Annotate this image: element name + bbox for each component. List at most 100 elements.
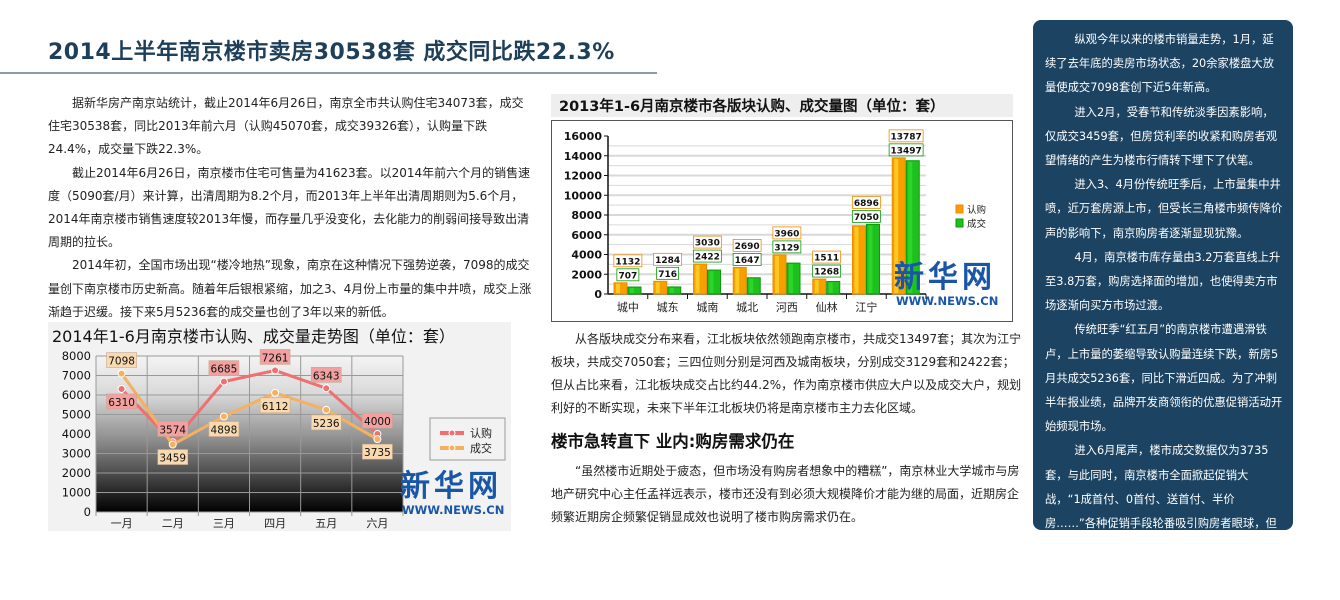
y-tick-label: 14000 xyxy=(564,150,603,163)
data-label: 3574 xyxy=(159,424,186,436)
data-point xyxy=(117,369,126,378)
y-tick-label: 6000 xyxy=(62,388,91,402)
paragraph: 4月，南京楼市库存量由3.2万套直线上升至3.8万套，购房选择面的增加，也使得卖… xyxy=(1045,250,1281,313)
x-tick-label: 城东 xyxy=(657,301,679,314)
bar xyxy=(627,286,642,295)
xinhua-logo: 新华网 xyxy=(400,469,502,504)
bar-highlight xyxy=(814,280,819,293)
data-label: 7261 xyxy=(262,352,289,364)
bar xyxy=(786,262,801,295)
data-label: 6685 xyxy=(211,364,238,376)
data-label-box xyxy=(772,226,802,240)
bar-highlight xyxy=(630,288,634,293)
data-label-box xyxy=(310,367,342,383)
x-tick-label: 二月 xyxy=(162,517,184,530)
data-label: 1132 xyxy=(615,257,640,267)
y-tick-label: 5000 xyxy=(62,408,91,422)
bar xyxy=(746,277,761,295)
data-label: 3960 xyxy=(774,229,799,239)
data-label-box xyxy=(812,250,842,264)
bar-highlight xyxy=(789,264,793,293)
data-point xyxy=(373,435,382,444)
data-label-box xyxy=(208,421,240,437)
paragraph: 截止2014年6月26日，南京楼市住宅可售量为41623套。以2014年前六个月… xyxy=(48,165,531,250)
bar-highlight xyxy=(828,282,833,293)
bar xyxy=(812,278,827,295)
data-label-box xyxy=(106,393,137,410)
line-chart-svg: 2014年1-6月南京楼市认购、成交量走势图（单位：套） 0 1000 2000 30… xyxy=(52,327,506,530)
data-label: 6112 xyxy=(262,401,289,413)
paragraph: 进入3、4月份传统旺季后，上市量集中井喷，近万套房源上市，但受长三角楼市频传降价… xyxy=(1045,178,1283,240)
paragraph: 2014年初，全国市场出现“楼冷地热”现象，南京在这种情况下强势逆袭，7098的… xyxy=(48,258,532,319)
legend-marker xyxy=(448,429,456,437)
title-divider xyxy=(0,72,657,74)
data-label-box xyxy=(157,421,189,437)
section-heading: 楼市急转直下 业内:购房需求仍在 xyxy=(551,432,795,451)
data-label-box xyxy=(259,349,291,365)
data-label: 707 xyxy=(618,271,637,281)
data-label-box xyxy=(656,266,680,280)
bar xyxy=(852,225,866,295)
chart-title: 2013年1-6月南京楼市各版块认购、成交量图（单位：套） xyxy=(559,97,945,115)
data-label-box xyxy=(732,253,762,266)
y-tick-label: 4000 xyxy=(571,249,602,262)
xinhua-logo: 新华网 xyxy=(894,260,996,295)
chart-title: 2014年1-6月南京楼市认购、成交量走势图（单位：套） xyxy=(52,327,455,346)
x-tick-label: 一月 xyxy=(111,517,133,530)
y-tick-label: 2000 xyxy=(62,466,91,480)
x-tick-label: 仙林 xyxy=(816,300,838,314)
data-label-box xyxy=(259,397,291,414)
x-tick-label: 城南 xyxy=(696,301,718,314)
data-label-box xyxy=(616,268,640,282)
data-label-box xyxy=(208,360,240,376)
bar-highlight xyxy=(669,287,674,293)
data-point xyxy=(219,412,228,421)
data-label-box xyxy=(106,352,137,368)
bar xyxy=(653,280,668,295)
data-label-box xyxy=(157,449,189,465)
data-label: 6343 xyxy=(313,370,340,382)
data-label: 13787 xyxy=(890,132,921,142)
expert-quote-text: “虽然楼市近期处于疲态，但市场没有购房者想象中的糟糕”，南京林业大学城市与房地产… xyxy=(551,464,1020,524)
data-label: 5236 xyxy=(313,418,340,430)
data-label: 7050 xyxy=(854,213,879,223)
data-point xyxy=(168,440,177,449)
xinhua-url: WWW.NEWS.CN xyxy=(896,294,998,308)
legend-label: 成交 xyxy=(967,218,987,230)
bar-highlight xyxy=(695,265,700,293)
x-tick-label: 城北 xyxy=(736,301,758,314)
y-tick-label: 0 xyxy=(594,288,602,301)
data-label-box xyxy=(692,249,722,263)
bar xyxy=(826,280,841,295)
data-label-box xyxy=(888,129,924,143)
bar xyxy=(732,266,747,295)
y-tick-label: 8000 xyxy=(62,349,91,363)
data-label: 6896 xyxy=(854,199,879,209)
data-label: 13497 xyxy=(890,146,921,156)
data-label-box xyxy=(888,143,924,157)
data-point xyxy=(219,377,228,386)
bar-highlight xyxy=(735,268,740,293)
legend-label: 成交 xyxy=(470,441,492,455)
data-label: 2690 xyxy=(735,242,760,252)
y-tick-label: 6000 xyxy=(571,229,602,242)
data-label: 3129 xyxy=(774,243,799,253)
data-point xyxy=(117,384,126,393)
data-label-box xyxy=(732,239,762,252)
legend-swatch xyxy=(955,204,964,214)
data-point xyxy=(322,384,331,393)
district-bar-chart: 2013年1-6月南京楼市各版块认购、成交量图（单位：套） 0 2000 4000 6… xyxy=(551,94,1013,322)
middle-column: 从各版块成交分布来看，江北板块依然领跑南京楼市，共成交13497套；其次为江宁板… xyxy=(551,328,1025,529)
bar xyxy=(707,269,721,295)
data-label-box xyxy=(851,209,881,223)
data-label: 7098 xyxy=(108,356,135,368)
data-label: 2422 xyxy=(695,253,720,263)
data-label-box xyxy=(812,264,842,278)
legend-box xyxy=(429,417,506,461)
data-label-box xyxy=(692,235,722,249)
bar xyxy=(772,254,787,295)
data-label: 1284 xyxy=(655,256,680,266)
data-point xyxy=(322,405,331,414)
